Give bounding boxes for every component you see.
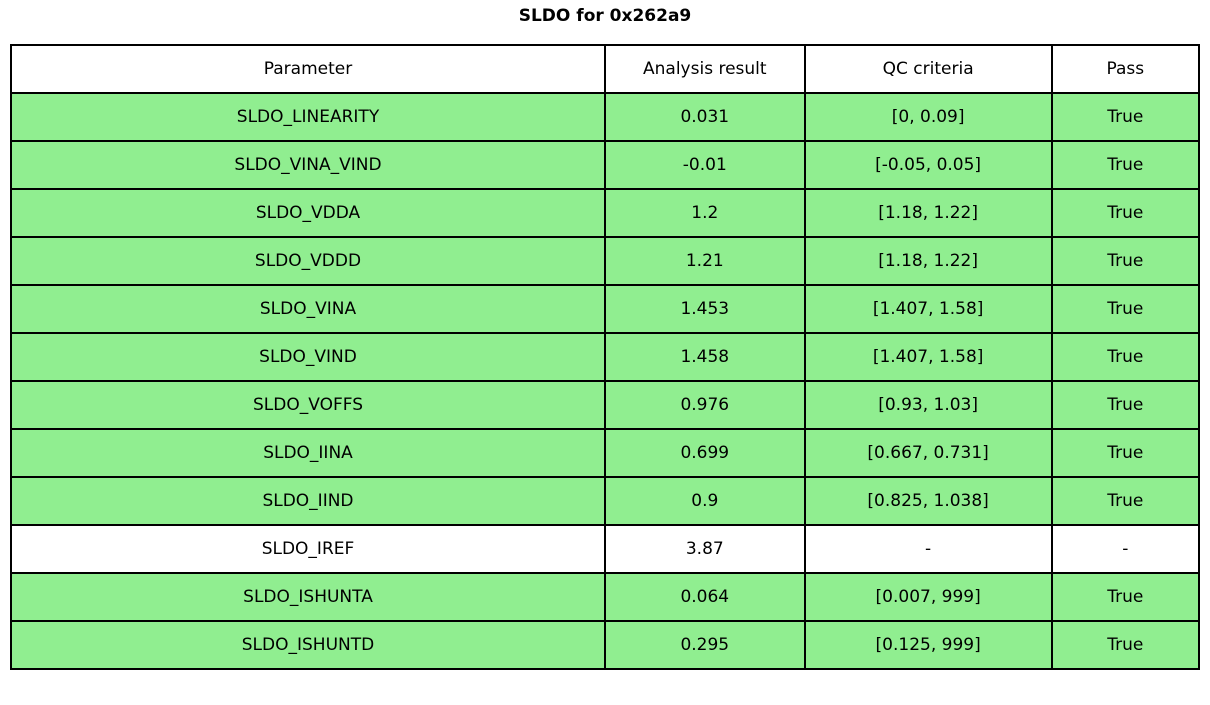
cell-analysis-result: 0.9: [604, 476, 806, 526]
table-row: SLDO_IIND 0.9 [0.825, 1.038] True: [10, 476, 1201, 526]
cell-parameter: SLDO_ISHUNTD: [10, 620, 606, 670]
table-body: SLDO_LINEARITY 0.031 [0, 0.09] True SLDO_VIN…: [10, 92, 1201, 670]
cell-qc-criteria: [0.125, 999]: [803, 620, 1053, 670]
table-row: SLDO_VINA_VIND -0.01 [-0.05, 0.05] True: [10, 140, 1201, 190]
table-row: SLDO_VIND 1.458 [1.407, 1.58] True: [10, 332, 1201, 382]
header-row: Parameter Analysis result QC criteria Pa…: [10, 44, 1201, 94]
cell-parameter: SLDO_IREF: [10, 524, 606, 574]
cell-qc-criteria: [1.18, 1.22]: [803, 188, 1053, 238]
table-row: SLDO_ISHUNTD 0.295 [0.125, 999] True: [10, 620, 1201, 670]
cell-qc-criteria: [1.407, 1.58]: [803, 332, 1053, 382]
cell-pass: True: [1050, 380, 1201, 430]
cell-pass: True: [1050, 92, 1201, 142]
cell-qc-criteria: [0.007, 999]: [803, 572, 1053, 622]
cell-pass: True: [1050, 332, 1201, 382]
cell-pass: True: [1050, 572, 1201, 622]
cell-parameter: SLDO_VDDA: [10, 188, 606, 238]
cell-analysis-result: 0.699: [604, 428, 806, 478]
table-row: SLDO_ISHUNTA 0.064 [0.007, 999] True: [10, 572, 1201, 622]
cell-pass: True: [1050, 284, 1201, 334]
cell-qc-criteria: [-0.05, 0.05]: [803, 140, 1053, 190]
table-row: SLDO_VOFFS 0.976 [0.93, 1.03] True: [10, 380, 1201, 430]
col-header-analysis-result: Analysis result: [604, 44, 806, 94]
cell-pass: True: [1050, 236, 1201, 286]
cell-analysis-result: 1.2: [604, 188, 806, 238]
cell-analysis-result: 3.87: [604, 524, 806, 574]
cell-analysis-result: 0.064: [604, 572, 806, 622]
qc-results-table: Parameter Analysis result QC criteria Pa…: [10, 44, 1201, 670]
cell-parameter: SLDO_VOFFS: [10, 380, 606, 430]
cell-qc-criteria: [1.407, 1.58]: [803, 284, 1053, 334]
table-row: SLDO_IINA 0.699 [0.667, 0.731] True: [10, 428, 1201, 478]
col-header-pass: Pass: [1050, 44, 1201, 94]
cell-parameter: SLDO_VIND: [10, 332, 606, 382]
cell-analysis-result: -0.01: [604, 140, 806, 190]
cell-pass: True: [1050, 140, 1201, 190]
col-header-qc-criteria: QC criteria: [803, 44, 1053, 94]
table-header: Parameter Analysis result QC criteria Pa…: [10, 44, 1201, 94]
cell-qc-criteria: [0.667, 0.731]: [803, 428, 1053, 478]
cell-parameter: SLDO_VINA_VIND: [10, 140, 606, 190]
cell-qc-criteria: [0.93, 1.03]: [803, 380, 1053, 430]
cell-analysis-result: 1.21: [604, 236, 806, 286]
cell-pass: True: [1050, 428, 1201, 478]
cell-pass: True: [1050, 188, 1201, 238]
cell-analysis-result: 1.453: [604, 284, 806, 334]
table-row: SLDO_LINEARITY 0.031 [0, 0.09] True: [10, 92, 1201, 142]
cell-parameter: SLDO_IIND: [10, 476, 606, 526]
cell-qc-criteria: -: [803, 524, 1053, 574]
col-header-parameter: Parameter: [10, 44, 606, 94]
cell-analysis-result: 0.031: [604, 92, 806, 142]
cell-pass: -: [1050, 524, 1201, 574]
cell-parameter: SLDO_IINA: [10, 428, 606, 478]
cell-analysis-result: 0.976: [604, 380, 806, 430]
cell-parameter: SLDO_LINEARITY: [10, 92, 606, 142]
figure-title: SLDO for 0x262a9: [518, 6, 692, 26]
table-row: SLDO_VINA 1.453 [1.407, 1.58] True: [10, 284, 1201, 334]
cell-analysis-result: 0.295: [604, 620, 806, 670]
cell-qc-criteria: [1.18, 1.22]: [803, 236, 1053, 286]
table-row: SLDO_VDDD 1.21 [1.18, 1.22] True: [10, 236, 1201, 286]
cell-analysis-result: 1.458: [604, 332, 806, 382]
cell-qc-criteria: [0.825, 1.038]: [803, 476, 1053, 526]
cell-parameter: SLDO_VINA: [10, 284, 606, 334]
cell-pass: True: [1050, 476, 1201, 526]
table-row: SLDO_IREF 3.87- -: [10, 524, 1201, 574]
cell-qc-criteria: [0, 0.09]: [803, 92, 1053, 142]
table-row: SLDO_VDDA 1.2 [1.18, 1.22] True: [10, 188, 1201, 238]
cell-pass: True: [1050, 620, 1201, 670]
cell-parameter: SLDO_VDDD: [10, 236, 606, 286]
cell-parameter: SLDO_ISHUNTA: [10, 572, 606, 622]
